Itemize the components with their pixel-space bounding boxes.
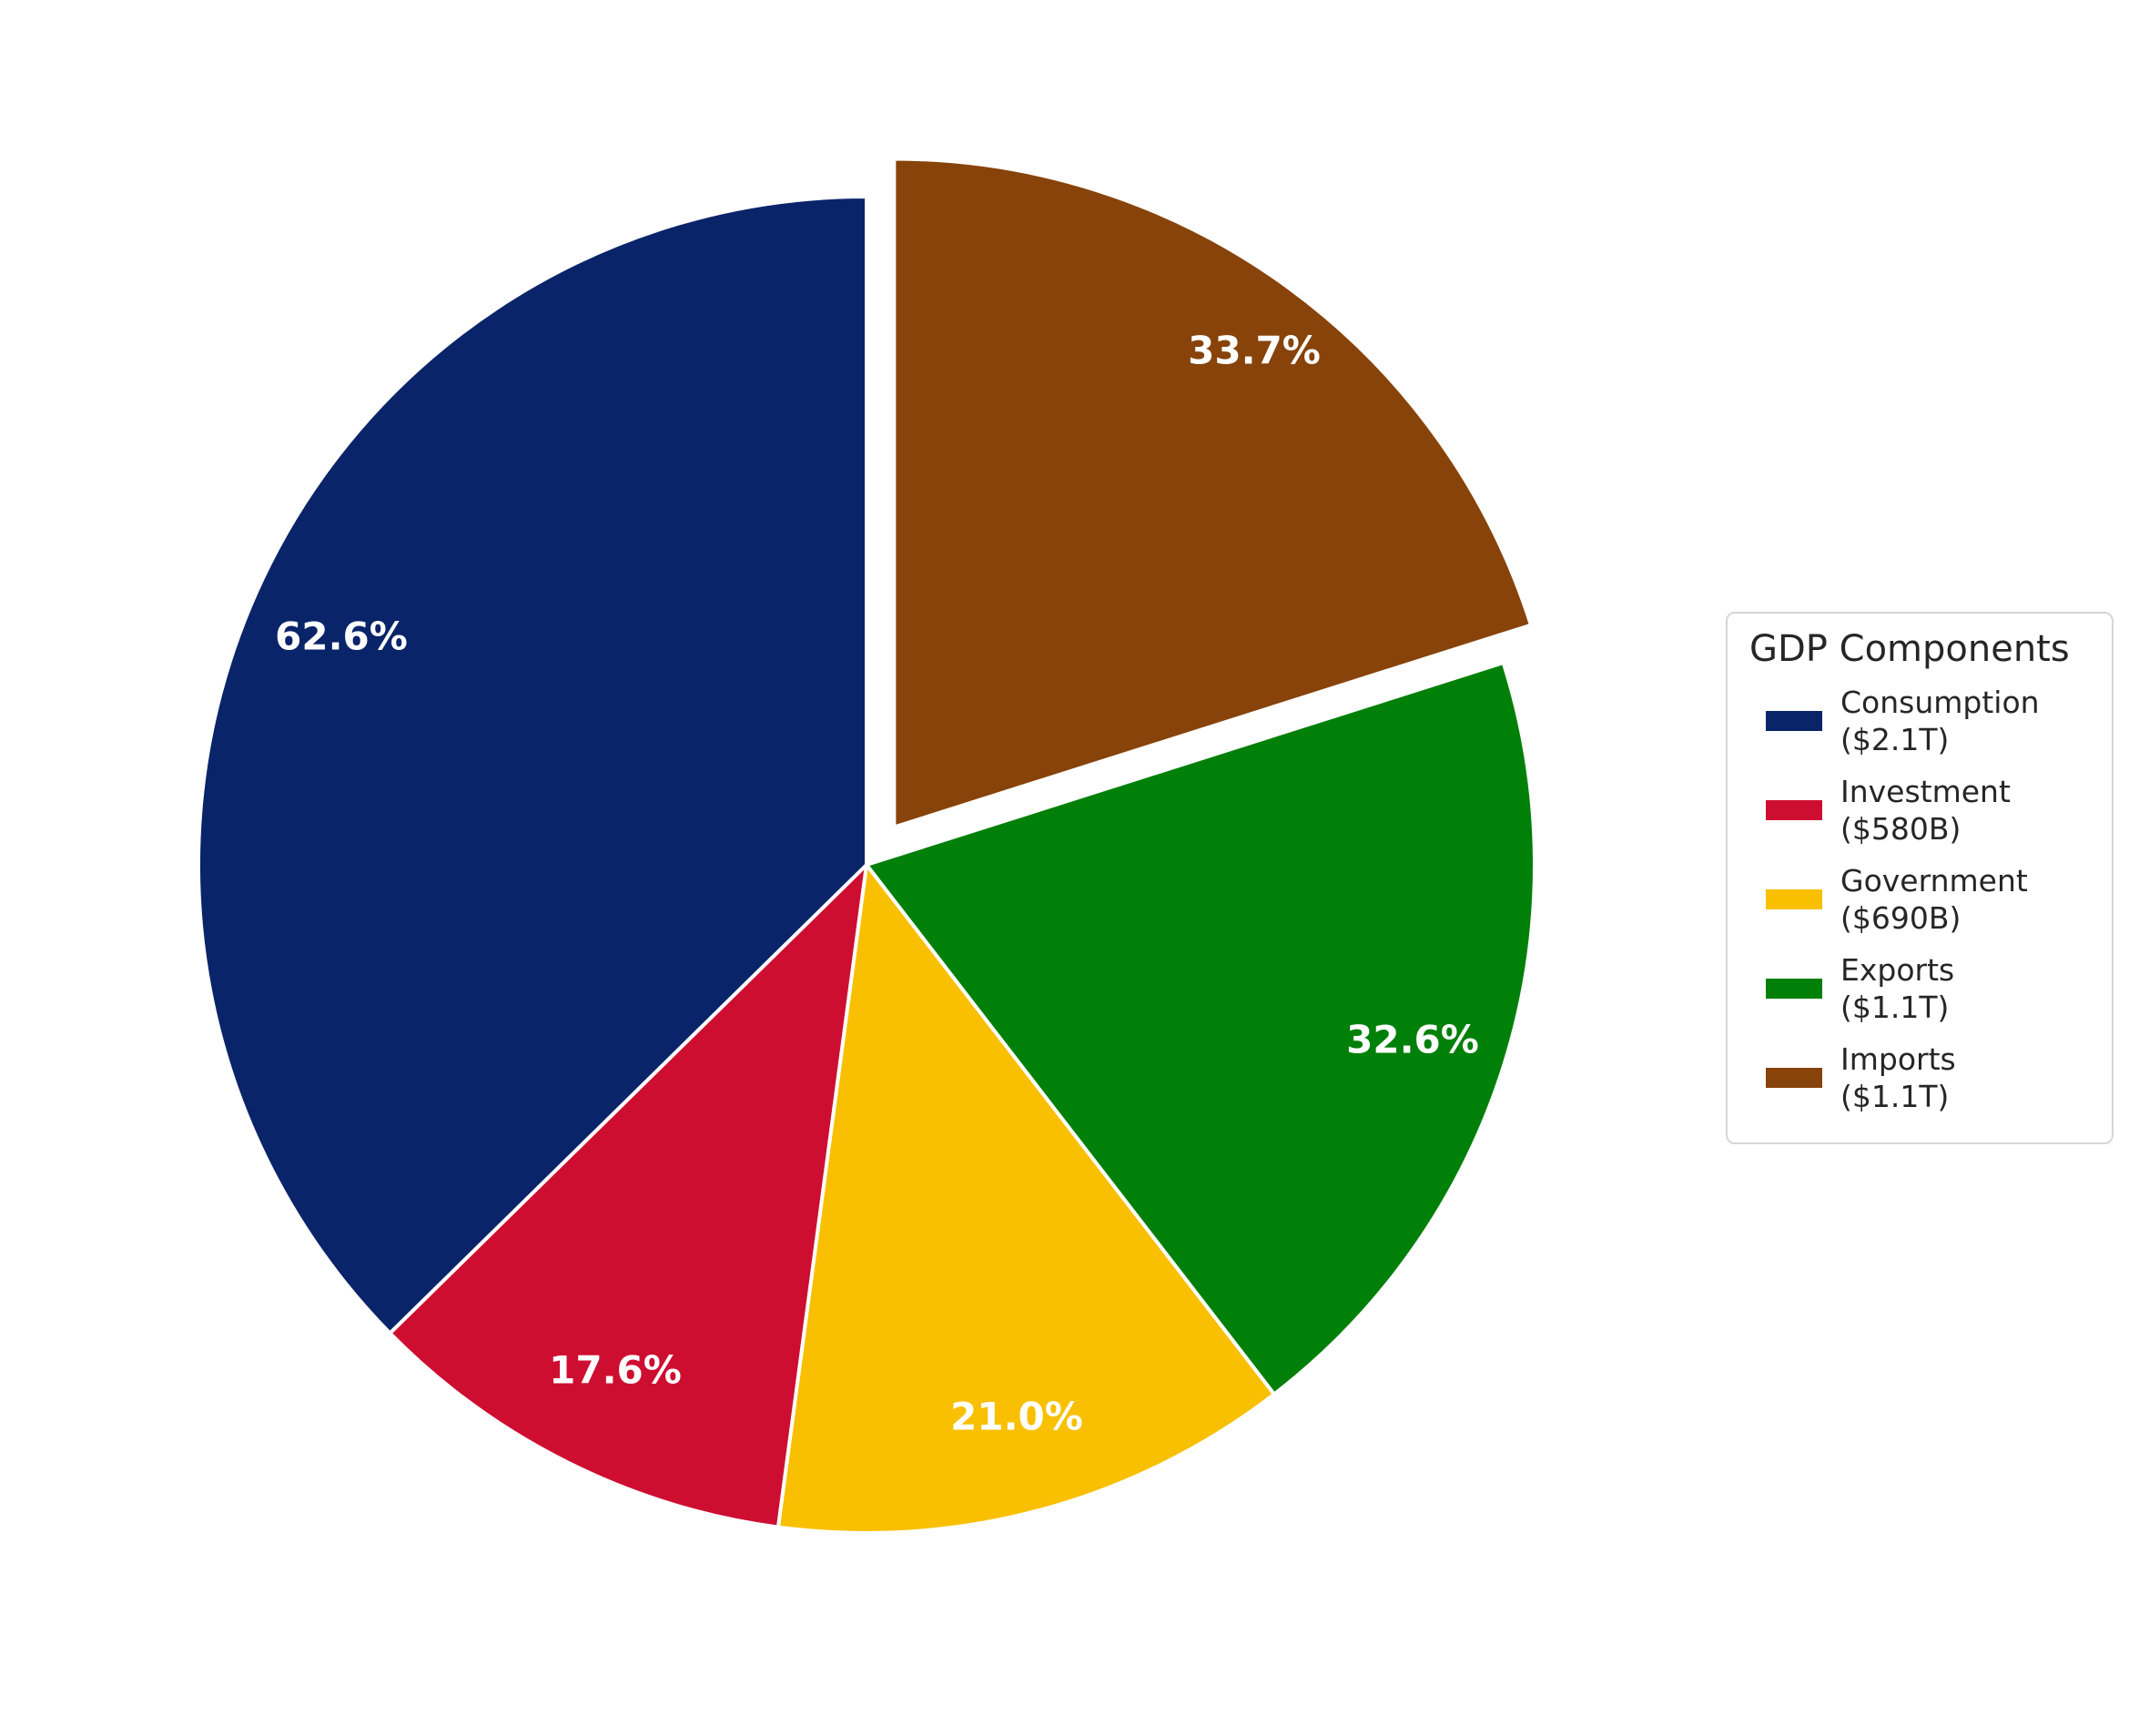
pie-slice-percent-label: 62.6% — [275, 614, 408, 659]
legend-entry[interactable]: Consumption ($2.1T) — [1746, 676, 2093, 766]
legend-swatch-cell — [1746, 800, 1840, 821]
legend-entry-label: Government ($690B) — [1840, 862, 2028, 937]
pie-wedge-group — [197, 157, 1536, 1535]
pie-slice-percent-label: 32.6% — [1346, 1018, 1479, 1062]
pie-slice-investment[interactable] — [388, 863, 868, 1529]
legend-swatch-cell — [1746, 979, 1840, 1000]
legend-entry[interactable]: Investment ($580B) — [1746, 766, 2093, 855]
legend-entry-label: Exports ($1.1T) — [1840, 951, 1955, 1026]
pie-slice-consumption[interactable] — [197, 195, 868, 1335]
pie-slice-percent-label: 33.7% — [1188, 329, 1321, 373]
legend-entry[interactable]: Exports ($1.1T) — [1746, 944, 2093, 1033]
legend-entry-label: Consumption ($2.1T) — [1840, 684, 2040, 758]
legend-color-swatch-icon — [1766, 1068, 1822, 1089]
legend-swatch-cell — [1746, 889, 1840, 910]
pie-slice-government[interactable] — [775, 863, 1276, 1535]
chart-legend: GDP Components Consumption ($2.1T) Invest… — [1726, 612, 2114, 1145]
pie-label-group: 33.7% 32.6% 21.0% 17.6% 62.6% — [275, 329, 1479, 1439]
legend-entry[interactable]: Government ($690B) — [1746, 855, 2093, 944]
legend-color-swatch-icon — [1766, 800, 1822, 821]
legend-color-swatch-icon — [1766, 979, 1822, 1000]
pie-slice-exports[interactable] — [865, 661, 1536, 1396]
legend-entry-list: Consumption ($2.1T) Investment ($580B) Gov… — [1746, 676, 2093, 1122]
pie-slice-imports[interactable] — [892, 157, 1533, 829]
legend-color-swatch-icon — [1766, 889, 1822, 910]
pie-slice-percent-label: 21.0% — [950, 1395, 1083, 1439]
pie-slice-percent-label: 17.6% — [549, 1348, 682, 1393]
legend-entry-label: Imports ($1.1T) — [1840, 1041, 1956, 1115]
legend-color-swatch-icon — [1766, 711, 1822, 732]
legend-swatch-cell — [1746, 711, 1840, 732]
legend-title: GDP Components — [1749, 628, 2070, 670]
legend-swatch-cell — [1746, 1068, 1840, 1089]
legend-entry-label: Investment ($580B) — [1840, 773, 2011, 848]
legend-entry[interactable]: Imports ($1.1T) — [1746, 1033, 2093, 1122]
